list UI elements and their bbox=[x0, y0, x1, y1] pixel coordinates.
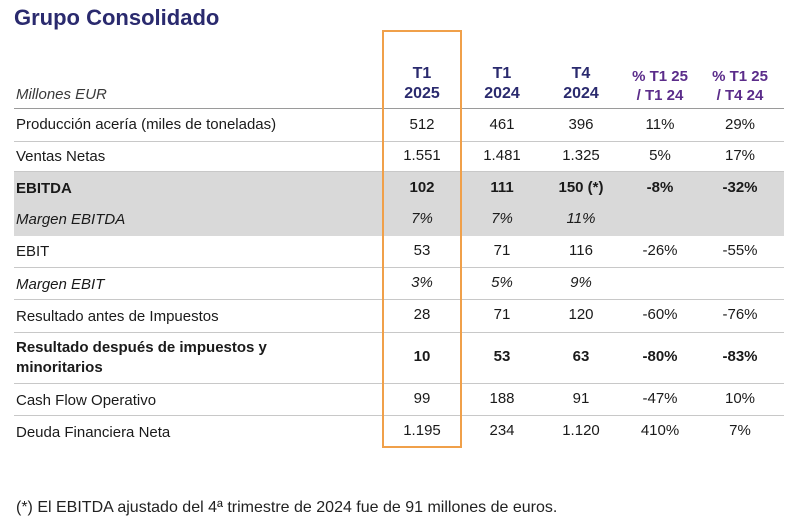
table-row-cash-flow: Cash Flow Operativo 99 188 91 -47% 10% bbox=[14, 384, 784, 416]
table-row-ebit: EBIT 53 71 116 -26% -55% bbox=[14, 236, 784, 268]
footnote: (*) El EBITDA ajustado del 4ª trimestre … bbox=[16, 499, 558, 516]
table-row-resultado-antes: Resultado antes de Impuestos 28 71 120 -… bbox=[14, 300, 784, 333]
column-header-pct-vs-t1: % T1 25/ T1 24 bbox=[632, 68, 688, 104]
column-header-t1-2024: T1 2024 bbox=[484, 65, 520, 102]
table-row-resultado-despues: Resultado después de impuestos y minorit… bbox=[14, 333, 784, 384]
table-row-ventas: Ventas Netas 1.551 1.481 1.325 5% 17% bbox=[14, 141, 784, 172]
table-row-produccion: Producción acería (miles de toneladas) 5… bbox=[14, 108, 784, 142]
column-header-pct-vs-t4: % T1 25/ T4 24 bbox=[712, 68, 768, 104]
column-header-t1-2025: T1 2025 bbox=[404, 65, 440, 102]
column-header-t4-2024: T4 2024 bbox=[563, 65, 599, 102]
table-row-margen-ebit: Margen EBIT 3% 5% 9% bbox=[14, 268, 784, 300]
table-row-ebitda-group: EBITDA 102 111 150 (*) -8% -32% Margen E… bbox=[14, 172, 784, 236]
page-title: Grupo Consolidado bbox=[14, 5, 220, 30]
table-row-deuda: Deuda Financiera Neta 1.195 234 1.120 41… bbox=[16, 422, 751, 441]
units-label: Millones EUR bbox=[16, 86, 107, 103]
